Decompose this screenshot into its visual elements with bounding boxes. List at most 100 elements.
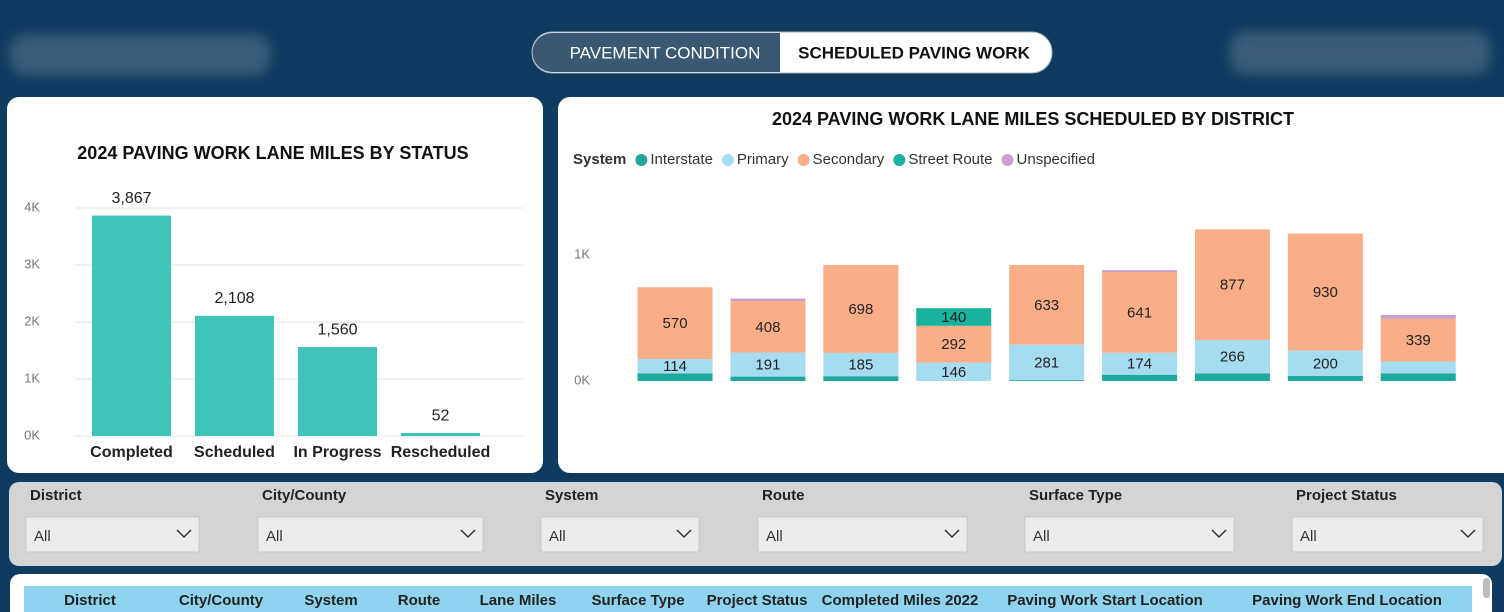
chart-title: 2024 PAVING WORK LANE MILES BY STATUS bbox=[77, 143, 468, 163]
data-label: 281 bbox=[1034, 354, 1059, 371]
bar-segment bbox=[730, 298, 806, 302]
x-tick-label: Scheduled bbox=[194, 444, 275, 461]
filter-panel bbox=[9, 482, 1502, 566]
bar-segment bbox=[730, 352, 806, 377]
dropdown-value[interactable]: All bbox=[34, 528, 51, 545]
data-label: 174 bbox=[1127, 356, 1152, 373]
chevron bbox=[676, 529, 692, 539]
dropdown[interactable] bbox=[540, 516, 700, 553]
dropdown-value[interactable]: All bbox=[266, 528, 283, 545]
data-label: 3,867 bbox=[111, 190, 151, 207]
column-header[interactable]: Route bbox=[398, 592, 441, 609]
bar-segment bbox=[916, 362, 992, 381]
column-header[interactable]: Project Status bbox=[707, 592, 808, 609]
data-label: 292 bbox=[941, 336, 966, 353]
data-label: 266 bbox=[1220, 349, 1245, 366]
bar-segment bbox=[1194, 339, 1270, 374]
column-header[interactable]: Lane Miles bbox=[480, 592, 557, 609]
bar-segment bbox=[730, 301, 806, 353]
data-label: 641 bbox=[1127, 304, 1152, 321]
legend-swatch bbox=[635, 154, 648, 166]
dropdown-value[interactable]: All bbox=[1033, 528, 1050, 545]
filter-label: Project Status bbox=[1296, 487, 1397, 504]
bar-segment bbox=[1102, 270, 1178, 273]
column-header[interactable]: City/County bbox=[179, 592, 264, 609]
column-header[interactable]: System bbox=[304, 592, 357, 609]
bar-segment bbox=[916, 308, 992, 326]
filter-label: City/County bbox=[262, 487, 347, 504]
filter-label: District bbox=[30, 487, 82, 504]
bar-segment bbox=[916, 325, 992, 363]
bar-segment bbox=[1287, 350, 1363, 376]
dropdown[interactable] bbox=[1291, 516, 1484, 553]
bar-segment bbox=[637, 287, 713, 360]
dropdown-value[interactable]: All bbox=[549, 528, 566, 545]
data-label: 633 bbox=[1034, 297, 1059, 314]
y-tick-label: 4K bbox=[24, 199, 40, 214]
legend-label[interactable]: Unspecified bbox=[1017, 151, 1095, 168]
tab-inactive-bg bbox=[532, 33, 780, 72]
y-tick-label: 1K bbox=[24, 370, 40, 385]
chevron bbox=[1211, 529, 1227, 539]
data-label: 930 bbox=[1313, 284, 1338, 301]
chart-title: 2024 PAVING WORK LANE MILES SCHEDULED BY… bbox=[772, 109, 1294, 129]
column-header[interactable]: Surface Type bbox=[591, 592, 684, 609]
data-label: 570 bbox=[663, 315, 688, 332]
bar-segment bbox=[1380, 373, 1456, 381]
filter-label: Surface Type bbox=[1029, 487, 1122, 504]
column-header[interactable]: District bbox=[64, 592, 116, 609]
bar-segment bbox=[1009, 380, 1085, 381]
data-label: 185 bbox=[848, 357, 873, 374]
legend-label[interactable]: Secondary bbox=[813, 151, 885, 168]
dropdown-value[interactable]: All bbox=[1300, 528, 1317, 545]
data-label: 146 bbox=[941, 364, 966, 381]
bar-segment bbox=[1287, 375, 1363, 381]
filter-label: System bbox=[545, 487, 598, 504]
bar-segment bbox=[1009, 264, 1085, 345]
bar-segment bbox=[1194, 229, 1270, 340]
scrollbar[interactable] bbox=[1483, 578, 1490, 598]
legend-label[interactable]: Primary bbox=[737, 151, 789, 168]
bar-segment bbox=[1009, 344, 1085, 381]
chevron bbox=[176, 529, 192, 539]
tab-active[interactable]: SCHEDULED PAVING WORK bbox=[798, 43, 1030, 62]
legend-swatch bbox=[797, 154, 810, 166]
y-tick-label: 0K bbox=[574, 372, 590, 387]
bar-segment bbox=[1380, 318, 1456, 362]
legend-label[interactable]: Interstate bbox=[650, 151, 713, 168]
bar-segment bbox=[1194, 373, 1270, 381]
bar-segment bbox=[1287, 233, 1363, 351]
data-label: 1,560 bbox=[317, 321, 357, 338]
data-label: 408 bbox=[755, 319, 780, 336]
dropdown-value[interactable]: All bbox=[766, 528, 783, 545]
bar-segment bbox=[1380, 314, 1456, 319]
table-header bbox=[24, 586, 1472, 612]
y-tick-label: 3K bbox=[24, 256, 40, 271]
chevron bbox=[460, 529, 476, 539]
bar-segment bbox=[730, 376, 806, 381]
bar bbox=[92, 215, 171, 436]
tab[interactable]: PAVEMENT CONDITION bbox=[570, 43, 761, 62]
legend-title: System bbox=[573, 151, 626, 168]
legend-label[interactable]: Street Route bbox=[908, 151, 992, 168]
bar-segment bbox=[1102, 374, 1178, 381]
bar-segment bbox=[1102, 352, 1178, 375]
bar bbox=[401, 433, 480, 436]
column-header[interactable]: Paving Work Start Location bbox=[1007, 592, 1203, 609]
dropdown[interactable] bbox=[25, 516, 200, 553]
dropdown[interactable] bbox=[257, 516, 484, 553]
dropdown[interactable] bbox=[757, 516, 968, 553]
y-tick-label: 1K bbox=[574, 246, 590, 261]
bar-segment bbox=[823, 264, 899, 353]
bar-segment bbox=[1380, 361, 1456, 374]
column-header[interactable]: Completed Miles 2022 bbox=[822, 592, 979, 609]
filter-label: Route bbox=[762, 487, 805, 504]
data-label: 877 bbox=[1220, 277, 1245, 294]
y-tick-label: 2K bbox=[24, 313, 40, 328]
column-header[interactable]: Paving Work End Location bbox=[1252, 592, 1442, 609]
y-tick-label: 0K bbox=[24, 427, 40, 442]
dropdown[interactable] bbox=[1024, 516, 1235, 553]
logo-blur bbox=[10, 35, 270, 75]
